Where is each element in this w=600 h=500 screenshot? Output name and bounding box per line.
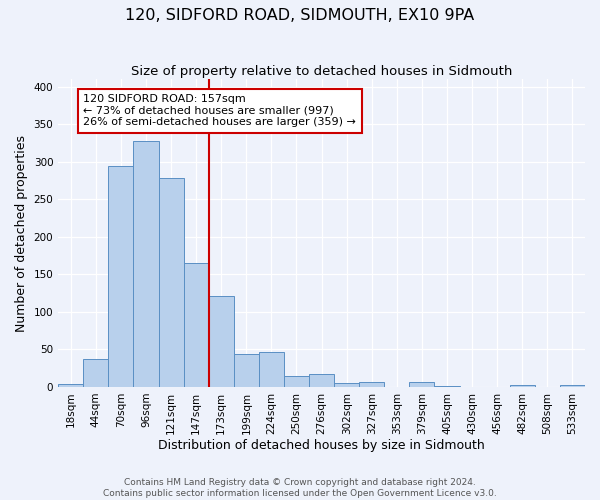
Bar	[83, 359, 109, 387]
Bar	[133, 140, 158, 387]
Bar	[309, 374, 334, 387]
Bar	[259, 352, 284, 387]
Bar	[284, 376, 309, 387]
Text: Contains HM Land Registry data © Crown copyright and database right 2024.
Contai: Contains HM Land Registry data © Crown c…	[103, 478, 497, 498]
Bar	[409, 382, 434, 387]
Bar	[209, 296, 234, 387]
Bar	[560, 386, 585, 387]
Bar	[158, 178, 184, 387]
Title: Size of property relative to detached houses in Sidmouth: Size of property relative to detached ho…	[131, 65, 512, 78]
Y-axis label: Number of detached properties: Number of detached properties	[15, 134, 28, 332]
Bar	[510, 386, 535, 387]
Bar	[334, 383, 359, 387]
Text: 120, SIDFORD ROAD, SIDMOUTH, EX10 9PA: 120, SIDFORD ROAD, SIDMOUTH, EX10 9PA	[125, 8, 475, 22]
Text: 120 SIDFORD ROAD: 157sqm
← 73% of detached houses are smaller (997)
26% of semi-: 120 SIDFORD ROAD: 157sqm ← 73% of detach…	[83, 94, 356, 128]
Bar	[234, 354, 259, 387]
Bar	[109, 166, 133, 387]
Bar	[434, 386, 460, 387]
X-axis label: Distribution of detached houses by size in Sidmouth: Distribution of detached houses by size …	[158, 440, 485, 452]
Bar	[359, 382, 385, 387]
Bar	[184, 263, 209, 387]
Bar	[58, 384, 83, 387]
